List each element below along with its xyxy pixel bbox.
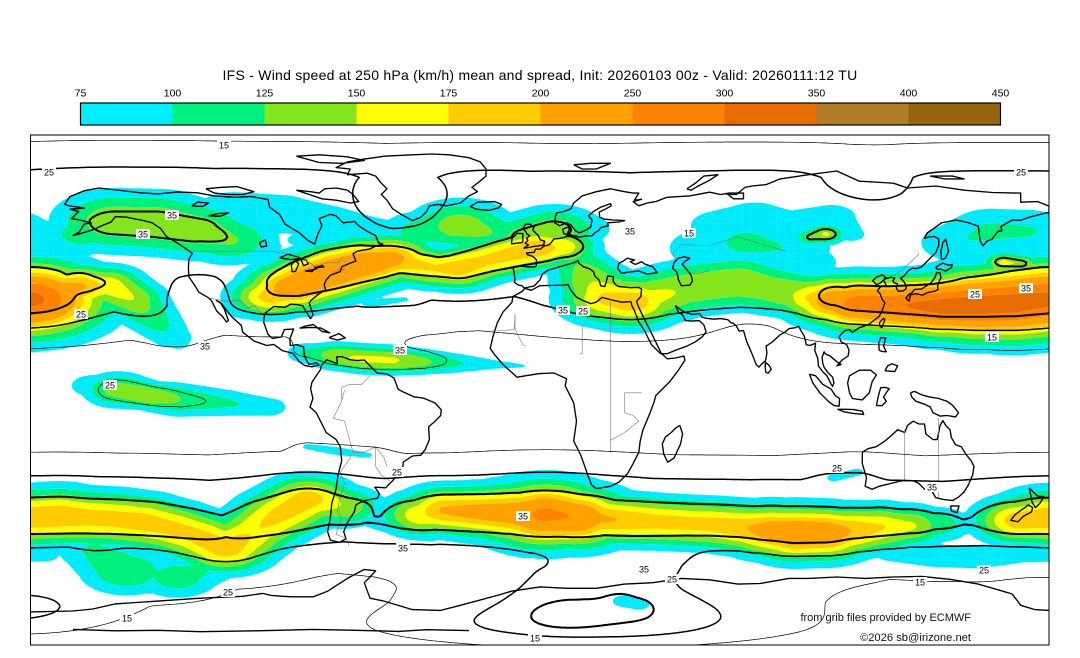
svg-text:450: 450	[992, 88, 1010, 100]
svg-text:©2026 sb@irizone.net: ©2026 sb@irizone.net	[860, 632, 972, 644]
svg-text:35: 35	[639, 565, 649, 575]
svg-text:35: 35	[1021, 284, 1031, 294]
svg-text:35: 35	[558, 306, 568, 316]
svg-text:15: 15	[915, 578, 925, 588]
svg-text:35: 35	[395, 346, 405, 356]
svg-text:15: 15	[684, 229, 694, 239]
svg-text:350: 350	[808, 88, 826, 100]
svg-text:25: 25	[979, 566, 989, 576]
svg-text:35: 35	[398, 544, 408, 554]
svg-text:15: 15	[987, 333, 997, 343]
svg-text:35: 35	[138, 230, 148, 240]
svg-text:200: 200	[532, 88, 550, 100]
svg-text:25: 25	[223, 588, 233, 598]
svg-text:25: 25	[76, 310, 86, 320]
svg-text:25: 25	[44, 168, 54, 178]
svg-text:15: 15	[122, 614, 132, 624]
svg-text:IFS - Wind speed at 250 hPa (k: IFS - Wind speed at 250 hPa (km/h) mean …	[223, 67, 858, 83]
svg-text:15: 15	[219, 141, 229, 151]
svg-text:35: 35	[625, 227, 635, 237]
svg-text:35: 35	[200, 342, 210, 352]
svg-text:25: 25	[832, 464, 842, 474]
svg-text:35: 35	[167, 211, 177, 221]
svg-text:25: 25	[578, 307, 588, 317]
svg-text:250: 250	[624, 88, 642, 100]
svg-text:25: 25	[970, 290, 980, 300]
svg-text:25: 25	[667, 575, 677, 585]
svg-text:35: 35	[927, 483, 937, 493]
svg-text:175: 175	[440, 88, 458, 100]
svg-text:125: 125	[256, 88, 274, 100]
svg-text:100: 100	[164, 88, 182, 100]
svg-text:25: 25	[105, 381, 115, 391]
svg-text:from grib files provided by EC: from grib files provided by ECMWF	[800, 612, 971, 624]
svg-text:400: 400	[900, 88, 918, 100]
svg-text:25: 25	[1016, 168, 1026, 178]
svg-text:300: 300	[716, 88, 734, 100]
svg-text:15: 15	[530, 634, 540, 644]
svg-text:75: 75	[75, 88, 87, 100]
svg-text:150: 150	[348, 88, 366, 100]
svg-text:35: 35	[518, 512, 528, 522]
svg-text:25: 25	[392, 468, 402, 478]
